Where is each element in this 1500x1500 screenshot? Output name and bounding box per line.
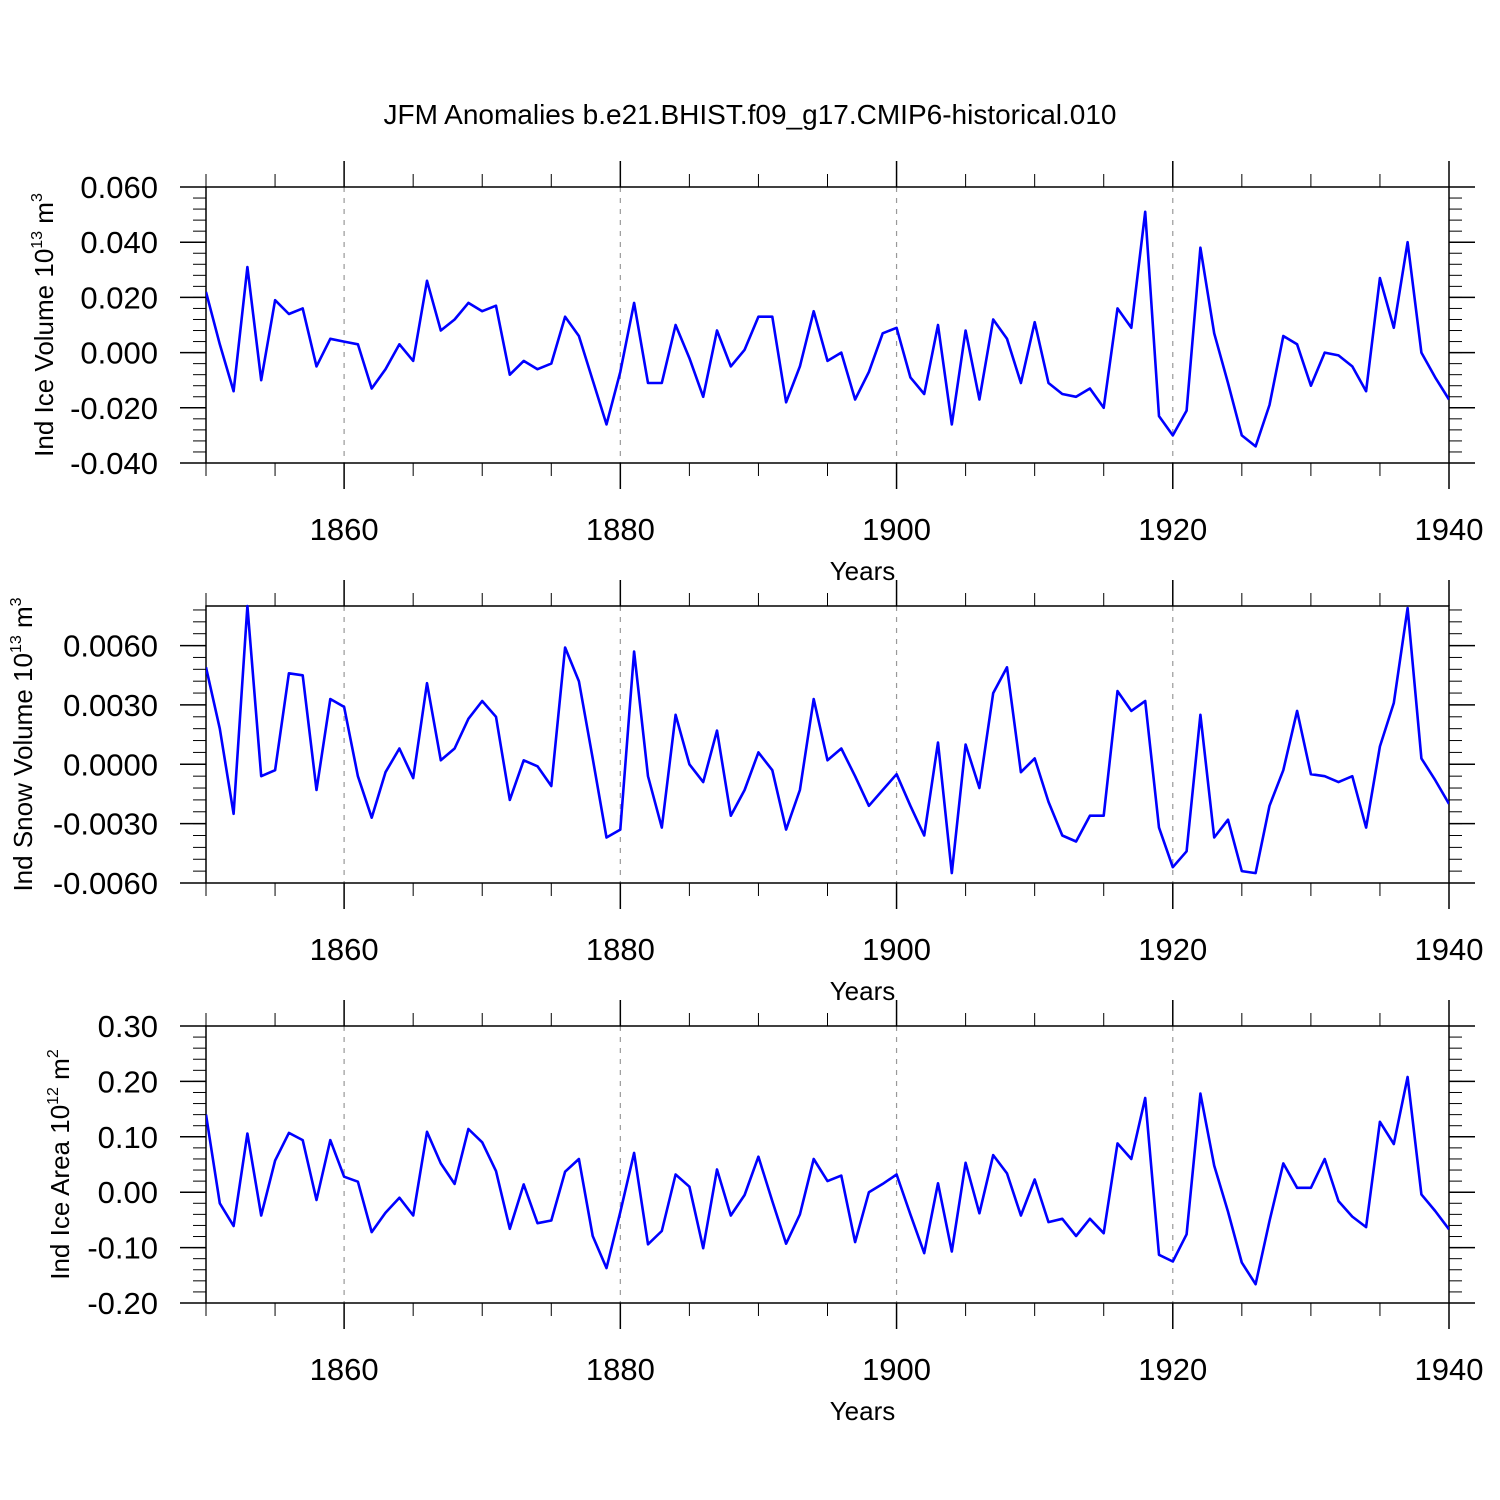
x-tick-label: 1940 [1415,932,1484,967]
y-tick-label: -0.0030 [53,807,158,842]
x-axis-title: Years [830,556,896,586]
x-tick-label: 1880 [586,932,655,967]
x-tick-label: 1920 [1138,512,1207,547]
y-tick-label: 0.020 [80,280,158,315]
y-tick-label: 0.040 [80,225,158,260]
y-tick-label: -0.10 [87,1231,158,1266]
y-tick-label: -0.020 [70,391,158,426]
y-tick-label: 0.20 [98,1064,158,1099]
x-tick-label: 1940 [1415,512,1484,547]
y-tick-label: 0.0000 [63,747,158,782]
x-tick-label: 1860 [310,932,379,967]
y-tick-label: -0.20 [87,1286,158,1321]
y-tick-label: 0.00 [98,1175,158,1210]
plot-frame [205,1025,1450,1304]
panel-1: -0.040 -0.020 0.000 0.020 0.040 0.060 1860 1880… [29,161,1483,586]
x-axis-title: Years [830,1396,896,1426]
x-tick-label: 1900 [862,512,931,547]
y-axis-title: Ind Ice Area 1012 m2 [45,1049,75,1280]
y-tick-label: 0.0030 [63,688,158,723]
x-tick-label: 1880 [586,512,655,547]
y-axis-title: Ind Ice Volume 1013 m3 [29,193,59,457]
x-tick-label: 1920 [1138,932,1207,967]
x-tick-label: 1900 [862,932,931,967]
y-tick-label: 0.10 [98,1120,158,1155]
panel-3: -0.20 -0.10 0.00 0.10 0.20 0.30 1860 1880 1900 19… [45,1000,1483,1426]
x-tick-label: 1860 [310,1352,379,1387]
x-tick-label: 1860 [310,512,379,547]
y-tick-label: -0.040 [70,446,158,481]
x-axis-title: Years [830,976,896,1006]
y-tick-label: 0.000 [80,336,158,371]
series-line [206,604,1449,875]
y-tick-label: 0.0060 [63,629,158,664]
series-line [206,210,1449,448]
figure-title: JFM Anomalies b.e21.BHIST.f09_g17.CMIP6-… [383,99,1116,130]
x-tick-label: 1920 [1138,1352,1207,1387]
y-tick-label: -0.0060 [53,866,158,901]
x-tick-label: 1880 [586,1352,655,1387]
y-tick-label: 0.060 [80,170,158,205]
x-tick-label: 1940 [1415,1352,1484,1387]
plot-frame [205,186,1450,464]
y-tick-label: 0.30 [98,1009,158,1044]
series-line [206,1075,1449,1286]
y-axis-title: Ind Snow Volume 1013 m3 [8,597,38,891]
panel-2: -0.0060 -0.0030 0.0000 0.0030 0.0060 1860 1880… [8,580,1483,1006]
x-tick-label: 1900 [862,1352,931,1387]
